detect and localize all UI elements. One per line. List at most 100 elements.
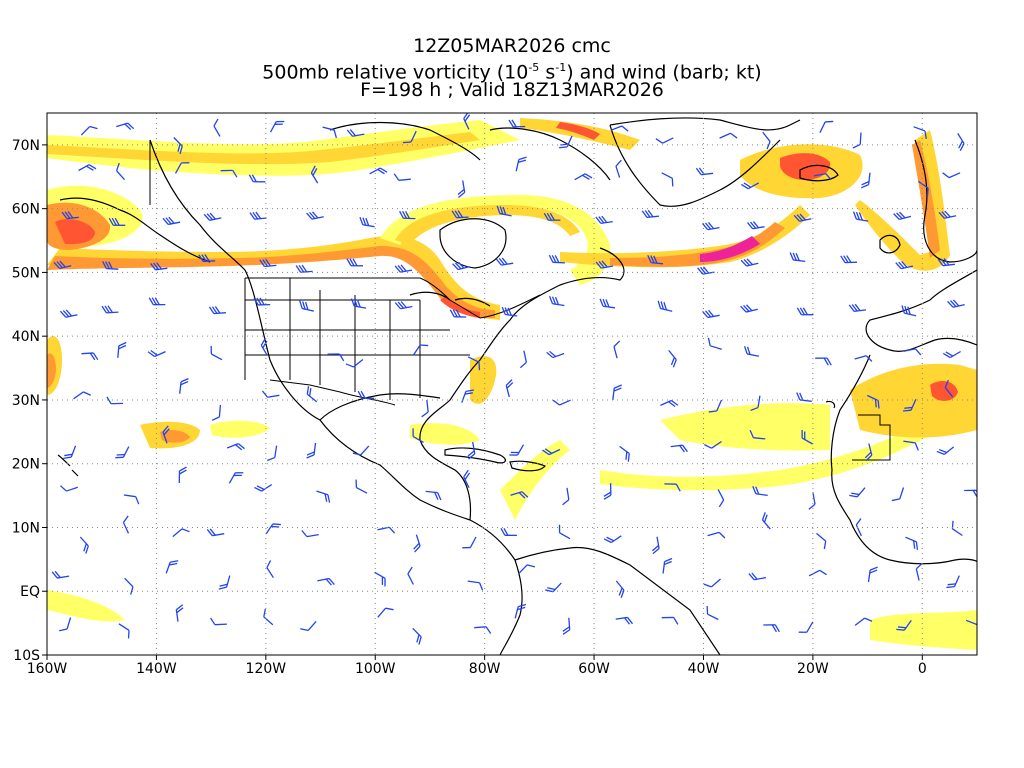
wind-barb bbox=[903, 440, 919, 451]
wind-barb bbox=[937, 258, 955, 267]
wind-barb bbox=[749, 430, 766, 440]
wind-barb bbox=[407, 566, 414, 585]
vorticity-hudson-loop-core bbox=[395, 205, 580, 245]
wind-barb bbox=[913, 126, 927, 140]
y-axis-ticks: 70N 60N 50N 40N 30N 20N 10N EQ 10S bbox=[12, 138, 47, 664]
wind-barb bbox=[59, 309, 78, 318]
wind-barb bbox=[254, 484, 273, 492]
wind-barb bbox=[300, 620, 317, 632]
coast-canaries bbox=[825, 400, 836, 409]
coast-hawaii bbox=[57, 454, 79, 477]
wind-barb bbox=[595, 260, 614, 269]
wind-barb bbox=[518, 564, 536, 575]
wind-barb bbox=[73, 391, 91, 400]
wind-barb bbox=[798, 621, 814, 633]
wind-barb bbox=[352, 445, 370, 456]
wind-barb bbox=[345, 358, 364, 368]
wind-barb bbox=[558, 524, 571, 540]
wind-barb bbox=[505, 379, 514, 398]
wind-barb bbox=[500, 527, 517, 537]
wind-barb bbox=[211, 404, 222, 421]
wind-barb bbox=[849, 487, 866, 498]
wind-barb bbox=[451, 210, 469, 219]
vorticity-europe-trough bbox=[855, 130, 950, 271]
wind-barb bbox=[178, 466, 187, 484]
wind-barb bbox=[377, 607, 394, 618]
wind-barb bbox=[51, 570, 70, 579]
wind-barb bbox=[951, 520, 963, 537]
vorticity-band-pacific-core bbox=[47, 246, 495, 318]
y-tick-label: EQ bbox=[20, 584, 40, 600]
wind-barb bbox=[80, 125, 98, 136]
lat-lon-grid bbox=[47, 113, 977, 655]
wind-barb bbox=[813, 173, 832, 181]
wind-barb bbox=[662, 557, 673, 574]
wind-barb bbox=[936, 446, 955, 456]
wind-barb bbox=[864, 443, 873, 462]
vorticity-equatorial-east bbox=[870, 610, 977, 650]
wind-barb bbox=[661, 616, 679, 625]
wind-barb bbox=[965, 619, 977, 633]
wind-barb bbox=[854, 355, 873, 362]
wind-barb bbox=[265, 523, 281, 535]
wind-barb bbox=[615, 159, 622, 178]
wind-barb bbox=[610, 125, 629, 132]
wind-barb bbox=[206, 528, 225, 537]
wind-barb bbox=[117, 341, 127, 358]
wind-barb bbox=[310, 165, 319, 184]
wind-barb bbox=[647, 254, 664, 265]
wind-barb bbox=[467, 441, 476, 460]
wind-barb bbox=[394, 264, 413, 273]
y-tick-label: 40N bbox=[12, 329, 40, 345]
wind-barb bbox=[509, 444, 525, 456]
wind-barb bbox=[346, 258, 364, 267]
vorticity-north-atlantic-top-max bbox=[556, 122, 600, 140]
wind-barb bbox=[162, 216, 181, 226]
wind-barb bbox=[514, 603, 527, 619]
wind-barb bbox=[269, 120, 285, 133]
wind-barb bbox=[59, 485, 79, 492]
wind-barb bbox=[355, 479, 368, 494]
vorticity-subtropical-atlantic-2 bbox=[660, 403, 830, 451]
wind-barb bbox=[717, 489, 725, 508]
wind-barb bbox=[165, 560, 179, 574]
wind-barb bbox=[474, 626, 492, 634]
wind-barb bbox=[603, 483, 612, 500]
wind-barb bbox=[147, 349, 166, 358]
wind-barbs bbox=[51, 113, 977, 645]
wind-barb bbox=[295, 264, 313, 273]
wind-barb bbox=[267, 445, 278, 462]
wind-barb bbox=[574, 173, 593, 181]
wind-barb bbox=[706, 606, 719, 621]
wind-barb bbox=[124, 577, 134, 595]
wind-barb bbox=[515, 156, 527, 172]
wind-barb bbox=[902, 398, 917, 412]
wind-barb bbox=[101, 305, 119, 314]
wind-barb bbox=[402, 130, 417, 144]
wind-barb bbox=[115, 446, 130, 459]
wind-barb bbox=[260, 338, 268, 357]
wind-barb bbox=[860, 172, 871, 189]
wind-barb bbox=[719, 132, 738, 139]
wind-barb bbox=[815, 357, 832, 366]
wind-barb bbox=[413, 534, 421, 553]
wind-barb bbox=[108, 217, 126, 226]
wind-barb bbox=[425, 490, 442, 501]
wind-barb bbox=[816, 532, 827, 550]
coast-hudson-bay bbox=[439, 218, 507, 269]
wind-barb bbox=[63, 445, 77, 460]
wind-barb bbox=[903, 348, 922, 356]
wind-barb bbox=[855, 518, 862, 537]
wind-barb bbox=[740, 258, 759, 267]
wind-barb bbox=[322, 126, 338, 139]
wind-barb bbox=[508, 119, 526, 128]
wind-barb bbox=[942, 172, 961, 179]
y-tick-label: 30N bbox=[12, 393, 40, 409]
vorticity-arctic bbox=[47, 120, 520, 176]
wind-barb bbox=[412, 627, 422, 645]
wind-barb bbox=[115, 162, 125, 181]
wind-barb bbox=[261, 390, 280, 398]
coastlines bbox=[57, 117, 977, 655]
wind-barb bbox=[615, 580, 625, 599]
